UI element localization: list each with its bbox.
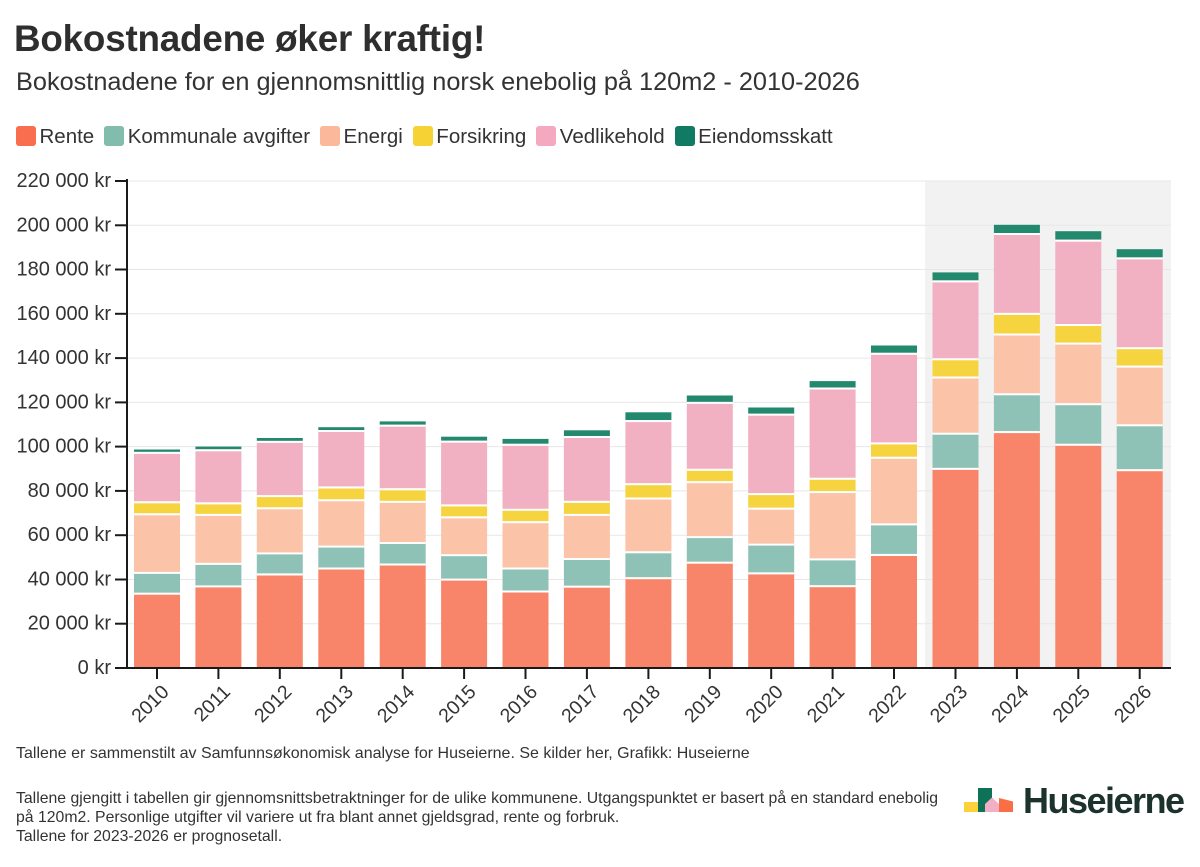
svg-text:2024: 2024 <box>987 681 1033 727</box>
svg-text:2011: 2011 <box>190 681 235 726</box>
svg-text:220 000 kr: 220 000 kr <box>16 170 111 192</box>
svg-text:2019: 2019 <box>680 681 726 727</box>
svg-text:2026: 2026 <box>1110 681 1156 727</box>
svg-text:2021: 2021 <box>803 681 849 727</box>
svg-text:0 kr: 0 kr <box>78 657 112 679</box>
svg-text:2015: 2015 <box>434 681 480 727</box>
svg-text:160 000 kr: 160 000 kr <box>16 303 111 325</box>
svg-text:2016: 2016 <box>496 681 542 727</box>
svg-text:120 000 kr: 120 000 kr <box>16 391 111 413</box>
svg-text:2014: 2014 <box>373 681 419 727</box>
svg-text:2025: 2025 <box>1049 681 1095 727</box>
svg-text:100 000 kr: 100 000 kr <box>16 436 111 458</box>
svg-text:200 000 kr: 200 000 kr <box>16 214 111 236</box>
svg-text:2012: 2012 <box>250 681 296 727</box>
svg-text:2018: 2018 <box>619 681 665 727</box>
svg-text:40 000 kr: 40 000 kr <box>28 569 112 591</box>
svg-text:2010: 2010 <box>127 681 173 727</box>
svg-text:140 000 kr: 140 000 kr <box>16 347 111 369</box>
svg-text:60 000 kr: 60 000 kr <box>28 524 112 546</box>
svg-text:80 000 kr: 80 000 kr <box>28 480 112 502</box>
svg-text:2020: 2020 <box>741 681 787 727</box>
svg-text:180 000 kr: 180 000 kr <box>16 259 111 281</box>
svg-text:2023: 2023 <box>926 681 972 727</box>
svg-text:20 000 kr: 20 000 kr <box>28 613 112 635</box>
svg-text:2022: 2022 <box>864 681 910 727</box>
svg-text:2013: 2013 <box>312 681 358 727</box>
svg-text:2017: 2017 <box>557 681 603 727</box>
